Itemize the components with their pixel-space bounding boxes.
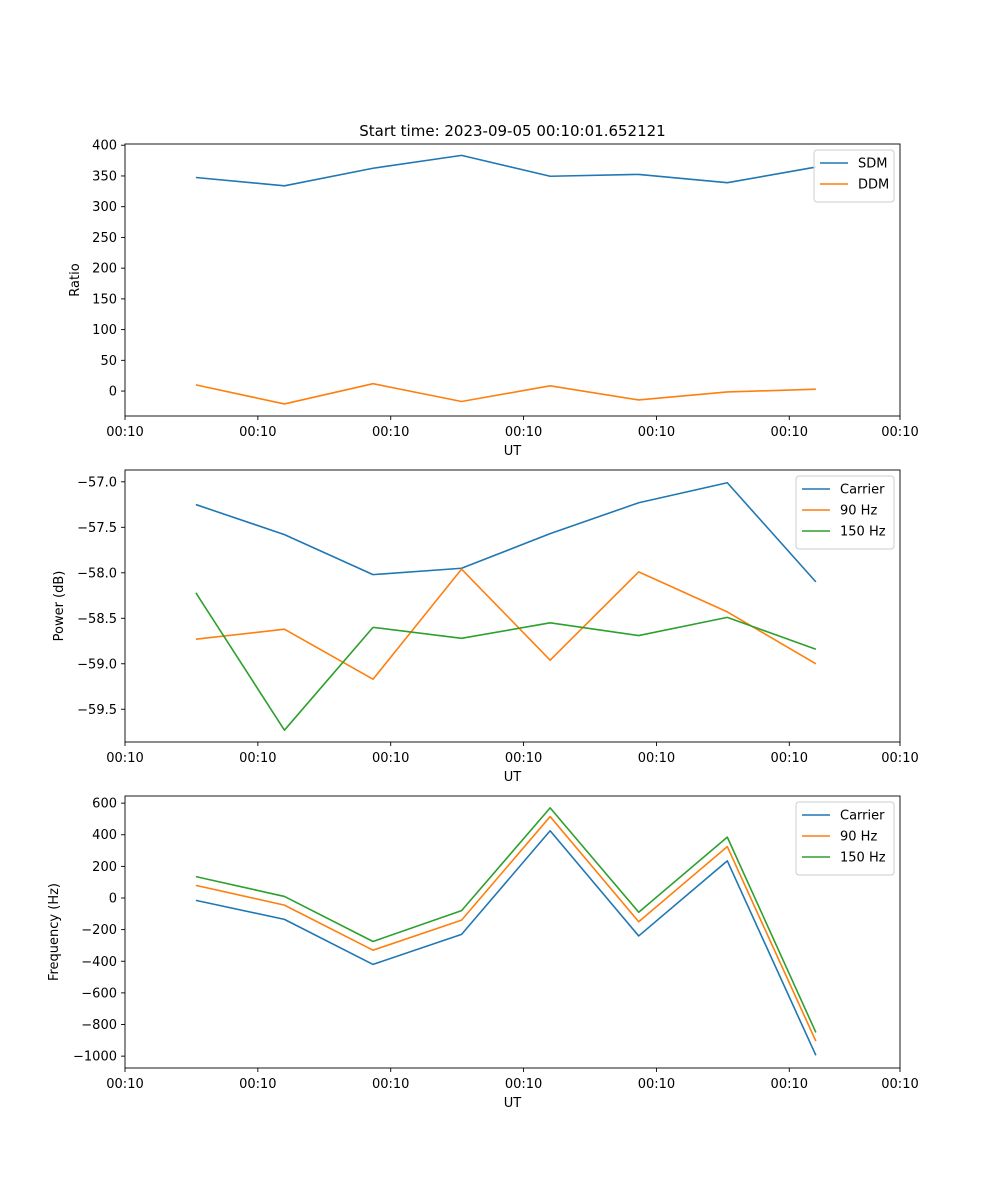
x-tick-label: 00:10 (771, 425, 808, 440)
x-tick-label: 00:10 (239, 751, 276, 766)
x-tick-label: 00:10 (372, 751, 409, 766)
x-tick-label: 00:10 (771, 751, 808, 766)
figure-title: Start time: 2023-09-05 00:10:01.652121 (359, 122, 665, 140)
y-tick-label: −57.5 (77, 521, 117, 536)
y-tick-label: 600 (92, 797, 117, 812)
legend-label: Carrier (840, 483, 885, 498)
x-axis-label: UT (504, 444, 522, 459)
x-tick-label: 00:10 (881, 1077, 918, 1092)
x-tick-label: 00:10 (638, 751, 675, 766)
subplot-3: 00:10 00:10 00:10 00:10 00:10 00:10 00:10 −1000… (47, 795, 919, 1111)
legend-label: 90 Hz (840, 504, 877, 519)
subplot-1: 00:10 00:10 00:10 00:10 00:10 00:10 00:10 0 50 10… (68, 139, 919, 459)
x-axis: 00:10 00:10 00:10 00:10 00:10 00:10 00:10 (106, 1068, 919, 1092)
x-tick-label: 00:10 (106, 751, 143, 766)
series-line-2-3 (195, 592, 817, 731)
axes-frame (124, 143, 901, 417)
axes-frame (124, 795, 901, 1069)
y-tick-label: 50 (100, 354, 117, 369)
x-tick-label: 00:10 (505, 425, 542, 440)
x-tick-label: 00:10 (638, 1077, 675, 1092)
legend-label: Carrier (840, 809, 885, 824)
y-tick-label: −59.0 (77, 657, 117, 672)
x-axis-label: UT (504, 1096, 522, 1111)
x-axis-label: UT (504, 770, 522, 785)
legend-label: 90 Hz (840, 830, 877, 845)
y-axis-label: Ratio (68, 263, 83, 296)
x-tick-label: 00:10 (505, 1077, 542, 1092)
y-axis-label: Frequency (Hz) (47, 883, 62, 981)
legend: Carrier 90 Hz 150 Hz (795, 475, 895, 550)
y-tick-label: −58.5 (77, 612, 117, 627)
y-tick-label: −200 (81, 923, 117, 938)
x-tick-label: 00:10 (106, 1077, 143, 1092)
y-tick-label: 400 (92, 139, 117, 154)
legend-label: 150 Hz (840, 851, 886, 866)
y-tick-label: −400 (81, 955, 117, 970)
series-line-1-2 (195, 382, 816, 405)
y-axis: 0 50 100 150 200 250 300 350 400 (92, 139, 125, 400)
y-axis: −59.5 −59.0 −58.5 −58.0 −57.5 −57.0 (77, 475, 125, 718)
legend: SDM DDM (813, 149, 895, 203)
x-tick-label: 00:10 (638, 425, 675, 440)
legend-label: 150 Hz (840, 525, 886, 540)
y-tick-label: −600 (81, 986, 117, 1001)
y-tick-label: 200 (92, 262, 117, 277)
legend-label: SDM (858, 157, 887, 172)
x-tick-label: 00:10 (881, 425, 918, 440)
series-line-2-1 (195, 481, 817, 583)
y-tick-label: 200 (92, 860, 117, 875)
x-tick-label: 00:10 (372, 1077, 409, 1092)
plots-container: 00:10 00:10 00:10 00:10 00:10 00:10 00:10 0 50 10… (47, 139, 919, 1111)
x-tick-label: 00:10 (239, 425, 276, 440)
y-tick-label: −800 (81, 1018, 117, 1033)
series-line-3-1 (195, 829, 817, 1056)
y-tick-label: 0 (109, 892, 117, 907)
x-tick-label: 00:10 (239, 1077, 276, 1092)
x-tick-label: 00:10 (881, 751, 918, 766)
y-tick-label: −59.5 (77, 703, 117, 718)
x-tick-label: 00:10 (106, 425, 143, 440)
y-tick-label: 400 (92, 828, 117, 843)
x-tick-label: 00:10 (372, 425, 409, 440)
y-tick-label: 100 (92, 323, 117, 338)
y-tick-label: −57.0 (77, 475, 117, 490)
x-tick-label: 00:10 (771, 1077, 808, 1092)
y-axis: −1000 −800 −600 −400 −200 0 200 400 600 (73, 797, 125, 1065)
legend-label: DDM (858, 178, 889, 193)
x-tick-label: 00:10 (505, 751, 542, 766)
series-line-3-2 (195, 815, 817, 1042)
legend: Carrier 90 Hz 150 Hz (795, 801, 895, 876)
axes-frame (124, 469, 901, 743)
y-tick-label: 0 (109, 385, 117, 400)
y-tick-label: 250 (92, 231, 117, 246)
x-axis: 00:10 00:10 00:10 00:10 00:10 00:10 00:10 (106, 416, 919, 440)
y-tick-label: −1000 (73, 1050, 117, 1065)
y-tick-label: −58.0 (77, 566, 117, 581)
series-line-2-2 (195, 568, 817, 681)
subplot-2: 00:10 00:10 00:10 00:10 00:10 00:10 00:10 −59.5… (52, 469, 919, 785)
y-tick-label: 350 (92, 169, 117, 184)
series-line-3-3 (195, 807, 817, 1033)
series-line-1-1 (195, 154, 816, 187)
x-axis: 00:10 00:10 00:10 00:10 00:10 00:10 00:10 (106, 742, 919, 766)
y-tick-label: 300 (92, 200, 117, 215)
y-tick-label: 150 (92, 292, 117, 307)
y-axis-label: Power (dB) (52, 571, 67, 642)
